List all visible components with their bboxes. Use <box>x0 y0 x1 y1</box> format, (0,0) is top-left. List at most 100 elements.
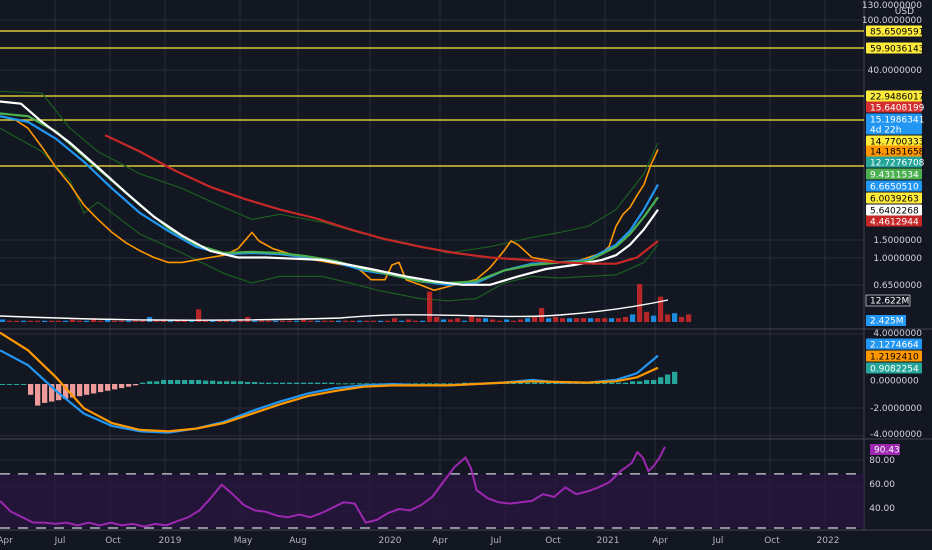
volume-bar <box>637 284 643 322</box>
macd-series-line <box>0 331 659 433</box>
volume-bar <box>63 320 69 322</box>
macd-histogram-bar <box>168 379 174 384</box>
price-tag: 85.6509591 <box>870 28 924 38</box>
macd-histogram-bar <box>672 371 678 384</box>
price-tag: 4.4612944 <box>870 218 919 228</box>
price-tag: 14.1851658 <box>870 148 925 158</box>
volume-bar <box>210 320 216 322</box>
macd-histogram-bar <box>539 382 545 384</box>
macd-histogram-bar <box>140 382 146 384</box>
volume-bar <box>658 296 664 322</box>
time-tick-label: 2020 <box>379 536 402 546</box>
volume-bar <box>105 319 111 322</box>
price-tag: 15.1986341 <box>870 116 924 126</box>
time-tick-label: Jul <box>54 536 66 546</box>
macd-histogram-bar <box>357 383 363 385</box>
rsi-band-fill <box>0 473 864 528</box>
macd-histogram-bar <box>70 384 76 398</box>
macd-histogram-bar <box>49 384 55 402</box>
price-tag: 59.9036143 <box>870 45 924 55</box>
price-tag: 4d 22h <box>870 126 901 136</box>
macd-histogram-bar <box>0 384 6 385</box>
volume-bar <box>644 311 650 322</box>
volume-bar <box>560 318 566 322</box>
volume-bar <box>70 319 76 322</box>
volume-bar <box>28 320 34 322</box>
price-tick-label: 0.6500000 <box>873 281 922 291</box>
volume-bar <box>518 319 524 322</box>
volume-bar <box>84 320 90 322</box>
macd-tag: 2.1274664 <box>870 341 919 351</box>
macd-tag-bg <box>866 374 922 386</box>
macd-histogram-bar <box>511 382 517 384</box>
volume-bar <box>364 320 370 322</box>
volume-bar <box>602 318 608 322</box>
price-tag: 5.6402268 <box>870 207 919 217</box>
volume-bar <box>462 320 468 322</box>
volume-bar <box>217 320 223 322</box>
macd-histogram-bar <box>35 384 41 406</box>
macd-histogram-bar <box>623 382 629 384</box>
volume-bar <box>406 319 412 322</box>
time-axis[interactable]: Apr Jul Oct 2019 May Aug 2020 Apr Jul Oct 2021 Apr J… <box>0 529 932 550</box>
price-tag: 6.6650510 <box>870 183 919 193</box>
volume-bar <box>301 319 307 322</box>
volume-bar <box>378 320 384 322</box>
time-tick-label: Oct <box>105 536 121 546</box>
volume-bar <box>392 318 398 322</box>
volume-bar <box>287 320 293 322</box>
volume-bar <box>448 319 454 322</box>
macd-histogram-bar <box>413 383 419 385</box>
macd-histogram-bar <box>420 383 426 385</box>
macd-histogram-bar <box>553 382 559 384</box>
volume-bar <box>322 320 328 322</box>
volume-bar <box>252 320 258 322</box>
price-series-line <box>104 134 659 265</box>
volume-bar <box>259 320 265 322</box>
volume-bar <box>357 320 363 322</box>
price-tag-bg <box>866 192 922 204</box>
time-tick-label: Apr <box>0 536 13 546</box>
price-tag-bg <box>866 215 922 227</box>
macd-histogram-bar <box>308 382 314 384</box>
rsi-tag: 90.43 <box>874 446 900 456</box>
macd-histogram-bar <box>665 374 671 384</box>
volume-bar <box>154 320 160 322</box>
currency-label: USD <box>895 7 914 17</box>
volume-bar <box>371 320 377 322</box>
macd-histogram-bar <box>616 382 622 384</box>
volume-bar <box>343 320 349 322</box>
price-series-line <box>0 100 659 286</box>
macd-histogram-bar <box>287 382 293 384</box>
price-axis[interactable]: 130.0000000 100.0000000 40.0000000 1.500000… <box>862 1 925 514</box>
volume-bar <box>21 320 27 322</box>
volume-bar <box>686 314 692 322</box>
macd-histogram-bar <box>525 382 531 384</box>
time-tick-label: Jul <box>712 536 724 546</box>
macd-pane[interactable] <box>0 331 678 434</box>
macd-histogram-bar <box>364 383 370 385</box>
volume-bar <box>49 320 55 322</box>
volume-bar <box>77 320 83 322</box>
price-tick-label: 1.5000000 <box>873 236 922 246</box>
volume-bar <box>567 318 573 322</box>
time-tick-label: May <box>234 536 253 546</box>
rsi-tag-bg <box>870 444 900 455</box>
price-tag: 15.6408199 <box>870 104 925 114</box>
macd-tag-bg <box>866 338 922 350</box>
macd-histogram-bar <box>518 382 524 384</box>
price-tag: 14.7700333 <box>870 138 924 148</box>
macd-histogram-bar <box>182 379 188 384</box>
volume-bar <box>385 320 391 322</box>
volume-bar <box>525 318 531 322</box>
price-pane[interactable] <box>0 30 864 322</box>
rsi-line <box>0 446 666 528</box>
macd-histogram-bar <box>532 382 538 384</box>
volume-bar <box>196 309 202 322</box>
macd-histogram-bar <box>462 382 468 384</box>
macd-histogram-bar <box>196 379 202 384</box>
rsi-pane[interactable] <box>0 446 864 529</box>
volume-bar <box>504 319 510 322</box>
time-tick-label: 2021 <box>597 536 620 546</box>
